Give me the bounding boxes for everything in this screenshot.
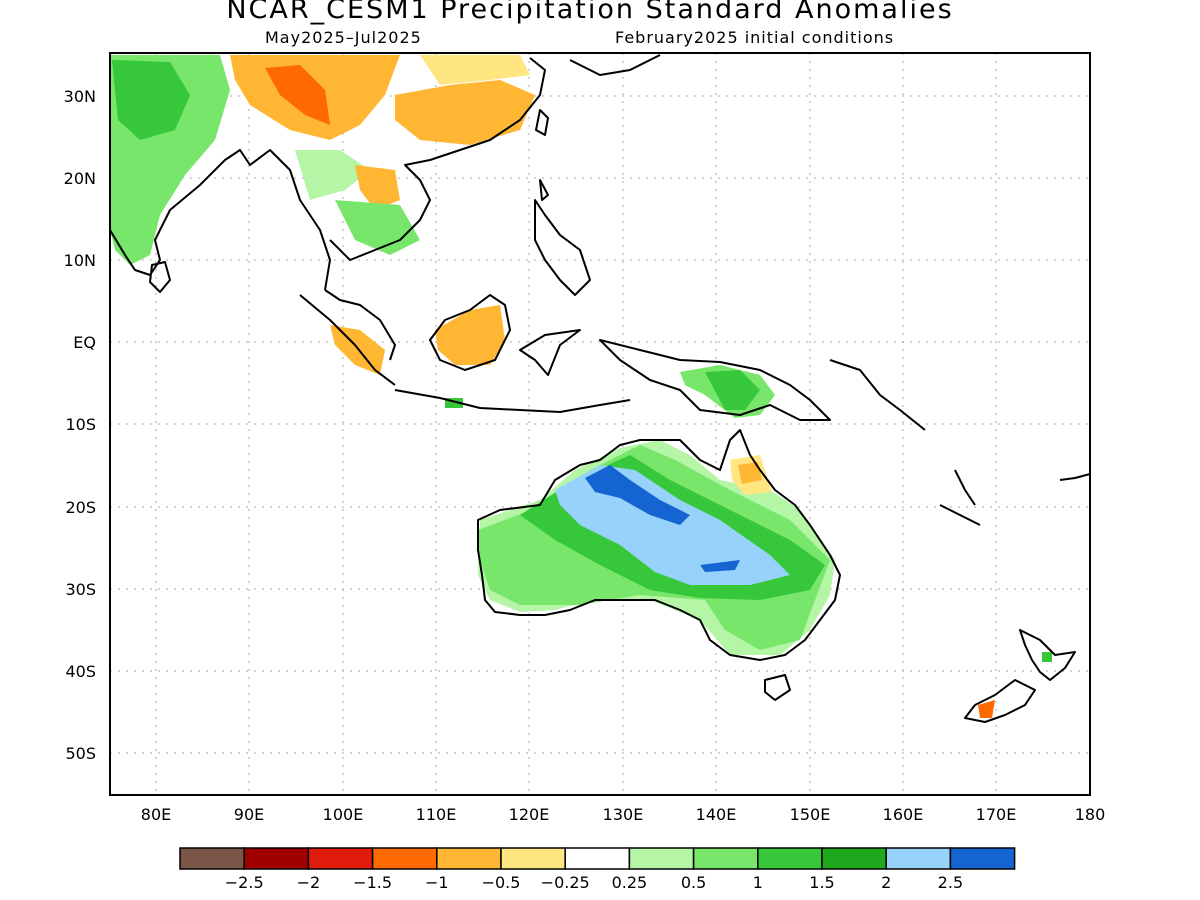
australia-blue-region-2: [700, 560, 740, 572]
colorbar-swatch: [564, 847, 631, 870]
colorbar-label: 0.5: [681, 873, 706, 892]
nz-orange-patch: [978, 700, 995, 718]
colorbar-label: −0.5: [482, 873, 521, 892]
colorbar-label: 0.25: [612, 873, 648, 892]
lon-label: 100E: [323, 805, 364, 824]
colorbar-swatch: [692, 847, 759, 870]
china-pale-region: [420, 55, 530, 85]
indochina-green-small: [335, 200, 420, 255]
anomaly-shading: [110, 55, 1052, 718]
longitude-labels: 80E 90E 100E 110E 120E 130E 140E 150E 16…: [141, 805, 1106, 824]
colorbar-label: 1.5: [809, 873, 834, 892]
indochina-orange-region: [355, 165, 400, 210]
colorbar-label: 2: [881, 873, 891, 892]
map-frame: [109, 52, 1091, 796]
colorbar-label: −2: [297, 873, 321, 892]
borneo-orange-region: [435, 305, 505, 365]
lon-label: 170E: [976, 805, 1017, 824]
colorbar-swatch: [757, 847, 823, 870]
colorbar-swatch: [885, 847, 952, 870]
new-guinea-darkgreen-region: [705, 370, 760, 410]
lat-label: 10S: [65, 415, 96, 434]
lat-label: 40S: [65, 662, 96, 681]
lon-label: 140E: [696, 805, 737, 824]
forecast-period: May2025–Jul2025: [265, 28, 422, 47]
australia-blue-region: [585, 465, 690, 525]
lat-label: 30N: [64, 87, 96, 106]
lon-label: 160E: [883, 805, 924, 824]
colorbar-label: 1: [753, 873, 763, 892]
initial-conditions: February2025 initial conditions: [615, 28, 895, 47]
latitude-labels: 30N 20N 10N EQ 10S 20S 30S 40S 50S: [64, 87, 96, 763]
lon-label: 80E: [141, 805, 171, 824]
colorbar-label: −1: [425, 873, 449, 892]
coastlines: [109, 54, 1091, 723]
colorbar-label: −1.5: [353, 873, 392, 892]
lon-label: 120E: [509, 805, 550, 824]
lat-label: 30S: [65, 580, 96, 599]
lat-label: 20S: [65, 498, 96, 517]
colorbar-swatch: [821, 847, 887, 870]
map-title: NCAR_CESM1 Precipitation Standard Anomal…: [226, 0, 954, 25]
colorbar-swatch: [628, 847, 695, 870]
lon-label: 110E: [416, 805, 457, 824]
colorbar-swatch: [949, 847, 1016, 870]
indochina-green-region: [295, 150, 370, 200]
lat-label: EQ: [73, 333, 96, 352]
java-green-patch: [445, 398, 463, 408]
colorbar-swatch: [179, 847, 245, 870]
colorbar-swatch: [307, 847, 374, 870]
colorbar-swatch: [500, 847, 566, 870]
tibet-orange-region: [265, 65, 330, 125]
lat-label: 10N: [64, 251, 96, 270]
lon-label: 150E: [790, 805, 831, 824]
lon-label: 90E: [234, 805, 264, 824]
lat-label: 50S: [65, 744, 96, 763]
nz-green-patch: [1042, 652, 1052, 662]
lon-label: 130E: [603, 805, 644, 824]
sumatra-orange-region: [330, 325, 385, 375]
colorbar-legend: −2.5 −2 −1.5 −1 −0.5 −0.25 0.25 0.5 1 1.5 2 2.5: [179, 847, 1016, 892]
queensland-orange-region: [738, 462, 762, 484]
china-orange-region: [395, 80, 535, 145]
australia-coast: [477, 429, 841, 661]
colorbar-label: −0.25: [541, 873, 590, 892]
lat-label: 20N: [64, 169, 96, 188]
colorbar-swatch: [436, 847, 502, 870]
lon-label: 180: [1075, 805, 1106, 824]
colorbar-swatch: [371, 847, 438, 870]
colorbar-swatch: [243, 847, 310, 870]
colorbar-label: 2.5: [938, 873, 963, 892]
gridlines: [110, 53, 1090, 795]
colorbar-label: −2.5: [225, 873, 264, 892]
india-darkgreen-region: [112, 60, 190, 140]
